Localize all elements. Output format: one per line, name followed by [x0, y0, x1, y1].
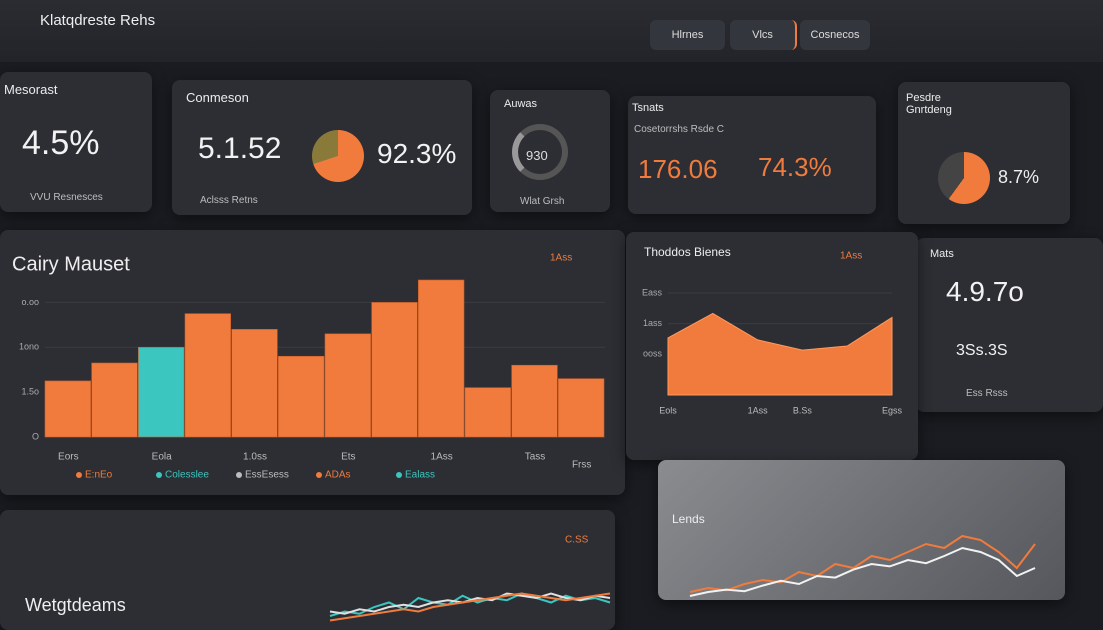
chart-title: Wetgtdeams	[25, 595, 126, 615]
card-title: Conmeson	[186, 90, 249, 105]
app-title: Klatqdreste Rehs	[40, 12, 156, 29]
bar	[418, 279, 465, 438]
card-footer: VVU Resnesces	[30, 192, 103, 203]
kpi-card: Mats 4.9.7o 3Ss.3S Ess Rsss	[916, 238, 1103, 412]
chart-title: Thoddos Bienes	[644, 245, 731, 259]
card-value: 74.3%	[758, 152, 832, 182]
legend-dot	[396, 472, 402, 478]
card-value: 8.7%	[998, 167, 1040, 187]
bar	[278, 355, 325, 438]
card-value: 176.06	[638, 154, 718, 184]
x-tick-label: 1Ass	[431, 452, 453, 463]
x-tick-label: Ets	[341, 452, 355, 463]
x-tick-label: Eors	[58, 452, 79, 463]
x-tick-label: B.Ss	[793, 405, 813, 415]
donut	[312, 130, 364, 182]
kpi-card: Auwas 930 Wlat Grsh	[490, 90, 610, 212]
x-tick-label: Tass	[525, 452, 546, 463]
bar	[91, 362, 138, 438]
annotation: 1Ass	[550, 253, 572, 264]
card-title: Mats	[930, 248, 954, 260]
card-footer: Ess Rsss	[966, 388, 1008, 399]
bar	[231, 329, 278, 438]
bar	[558, 378, 605, 438]
x-tick-label: Eola	[152, 452, 172, 463]
annotation: 1Ass	[840, 251, 862, 262]
card-title: Mesorast	[4, 82, 58, 97]
y-tick-label: 1.5o	[21, 387, 39, 397]
area	[667, 312, 893, 396]
bar	[511, 364, 558, 438]
card-value: 930	[526, 148, 548, 163]
legend-dot	[236, 472, 242, 478]
card-title: Auwas	[504, 98, 538, 110]
tab[interactable]: Cosnecos	[800, 20, 870, 50]
kpi-card: Pesdre Gnrtdeng 8.7%	[898, 82, 1070, 224]
card-value: 3Ss.3S	[956, 342, 1008, 359]
ring	[512, 124, 568, 180]
y-tick-label: 1ono	[19, 342, 39, 352]
top-bar: Klatqdreste Rehs Hlrnes Vlcs Cosnecos	[0, 0, 1103, 62]
legend-dot	[316, 472, 322, 478]
donut	[938, 152, 990, 204]
card-value: 92.3%	[377, 138, 457, 169]
legend-label: E:nEo	[85, 470, 113, 481]
x-tick-label: 1.0ss	[243, 452, 267, 463]
tab[interactable]: Hlrnes	[650, 20, 725, 50]
kpi-card: Mesorast 4.5% VVU Resnesces	[0, 72, 152, 212]
bar	[184, 313, 231, 438]
legend-dot	[76, 472, 82, 478]
chart-title: Cairy Mauset	[12, 253, 130, 275]
x-tick-label: 1Ass	[748, 405, 769, 415]
y-tick-label: Eass	[642, 287, 663, 297]
bar	[324, 333, 371, 438]
line	[329, 592, 611, 622]
line	[689, 546, 1036, 597]
x-tick-label: Frss	[572, 460, 591, 471]
legend-label: Ealass	[405, 470, 435, 481]
chart-panel	[0, 510, 615, 630]
annotation: C.SS	[565, 535, 589, 546]
card-value: 4.9.7o	[946, 276, 1024, 307]
x-tick-label: Egss	[882, 405, 903, 415]
card-value: 4.5%	[22, 124, 100, 162]
bar	[464, 387, 511, 438]
card-footer: Wlat Grsh	[520, 196, 565, 207]
card-footer: Aclsss Retns	[200, 195, 258, 206]
bar	[371, 302, 418, 438]
kpi-card: Conmeson 5.1.52 92.3% Aclsss Retns	[172, 80, 472, 215]
legend-label: Colesslee	[165, 470, 209, 481]
legend-label: ADAs	[325, 470, 351, 481]
x-tick-label: Eols	[659, 405, 677, 415]
legend-label: EssEsess	[245, 470, 289, 481]
y-tick-label: O	[32, 431, 39, 441]
chart-panel	[658, 460, 1065, 600]
y-tick-label: ooss	[643, 349, 663, 359]
kpi-card: Tsnats Cosetorrshs Rsde C 176.06 74.3%	[628, 96, 876, 214]
y-tick-label: o.oo	[21, 297, 39, 307]
line	[329, 592, 611, 617]
card-title: Tsnats	[632, 102, 664, 114]
card-title: Pesdre Gnrtdeng	[906, 92, 952, 116]
line	[689, 534, 1036, 593]
bar	[44, 380, 91, 438]
y-tick-label: 1ass	[643, 318, 663, 328]
card-value: 5.1.52	[198, 132, 282, 165]
tab[interactable]: Vlcs	[730, 20, 797, 50]
line	[329, 592, 611, 615]
legend-dot	[156, 472, 162, 478]
chart-title: Lends	[672, 512, 705, 526]
card-subtitle: Cosetorrshs Rsde C	[634, 124, 725, 135]
bar	[138, 346, 185, 438]
